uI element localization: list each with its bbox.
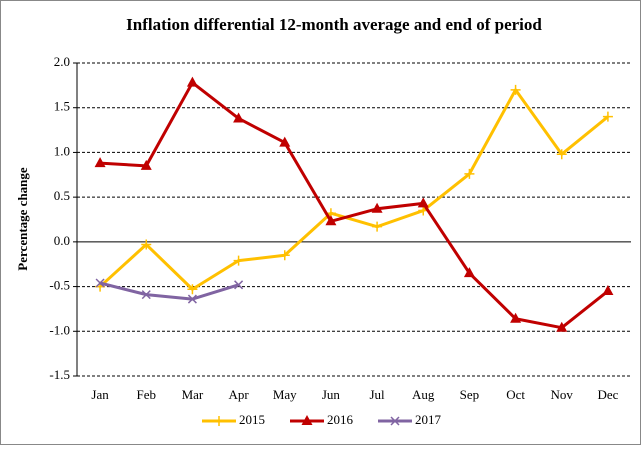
- marker: [556, 321, 568, 332]
- marker: [95, 278, 105, 288]
- x-tick-label: Jul: [369, 387, 385, 402]
- marker: [372, 221, 383, 232]
- x-tick-label: Mar: [182, 387, 204, 402]
- y-tick-label: 0.5: [54, 188, 70, 203]
- y-tick-label: 1.0: [54, 143, 70, 158]
- x-tick-label: Feb: [137, 387, 157, 402]
- marker: [463, 267, 475, 278]
- x-tick-label: Nov: [551, 387, 574, 402]
- marker: [234, 280, 244, 290]
- x-tick-label: Jun: [322, 387, 341, 402]
- legend-marker: [214, 416, 224, 426]
- marker: [233, 112, 245, 123]
- x-tick-label: Dec: [597, 387, 618, 402]
- y-tick-label: -0.5: [49, 278, 70, 293]
- marker: [141, 239, 152, 250]
- marker: [187, 284, 198, 295]
- x-tick-label: May: [273, 387, 297, 402]
- chart-title: Inflation differential 12-month average …: [126, 15, 542, 34]
- marker: [510, 312, 522, 323]
- series-line: [99, 81, 609, 330]
- marker: [325, 215, 337, 226]
- legend-marker: [390, 416, 400, 426]
- marker: [417, 197, 429, 208]
- x-tick-label: Oct: [506, 387, 525, 402]
- y-axis-label: Percentage change: [15, 167, 30, 271]
- marker: [279, 250, 290, 261]
- marker: [556, 149, 567, 160]
- y-tick-label: 0.0: [54, 233, 70, 248]
- marker: [233, 255, 244, 266]
- marker: [279, 136, 291, 147]
- marker: [141, 290, 151, 300]
- marker: [464, 168, 475, 179]
- marker: [602, 285, 614, 296]
- marker: [140, 159, 152, 170]
- series-line: [99, 88, 609, 291]
- series-line: [99, 281, 240, 301]
- x-tick-label: Apr: [228, 387, 249, 402]
- marker: [510, 84, 521, 95]
- x-tick-label: Jan: [91, 387, 109, 402]
- x-tick-label: Sep: [460, 387, 480, 402]
- y-tick-label: 1.5: [54, 99, 70, 114]
- y-tick-label: 2.0: [54, 54, 70, 69]
- legend-label: 2017: [415, 412, 442, 427]
- marker: [94, 157, 106, 168]
- marker: [187, 294, 197, 304]
- marker: [371, 202, 383, 213]
- legend-marker: [301, 415, 313, 425]
- legend-label: 2015: [239, 412, 265, 427]
- legend-label: 2016: [327, 412, 354, 427]
- y-tick-label: -1.0: [49, 322, 70, 337]
- x-tick-label: Aug: [412, 387, 435, 402]
- marker: [602, 111, 613, 122]
- marker: [186, 76, 198, 87]
- y-tick-label: -1.5: [49, 367, 70, 382]
